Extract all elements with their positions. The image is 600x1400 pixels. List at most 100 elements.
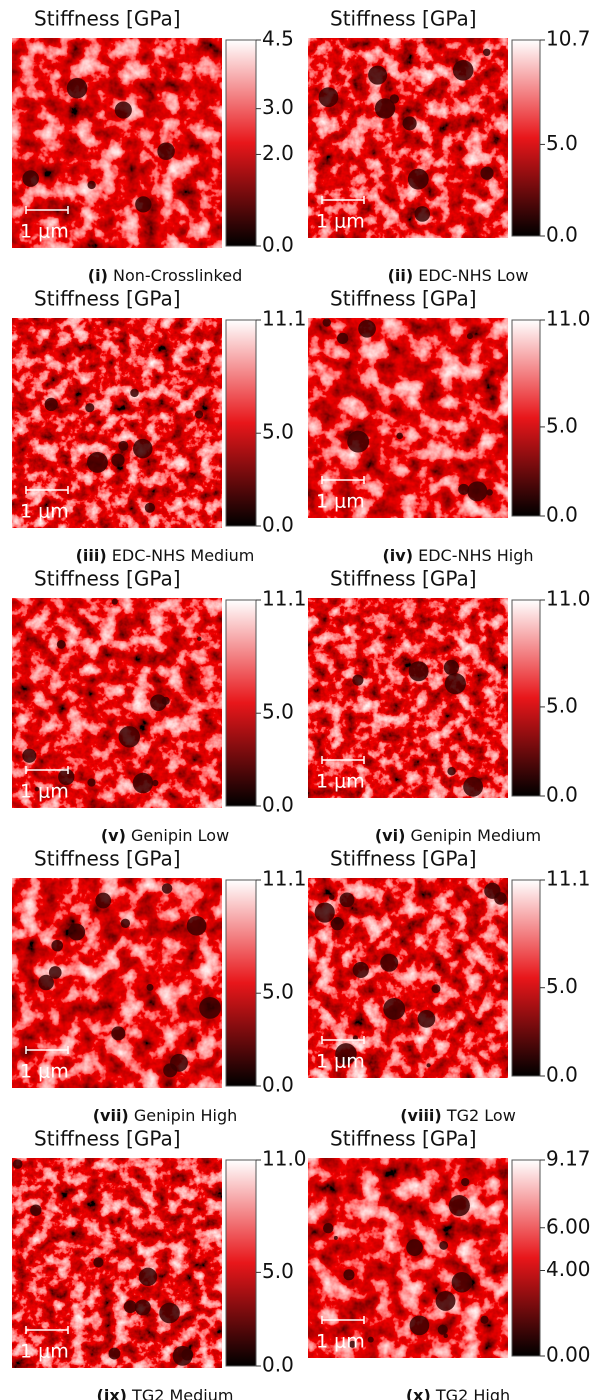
caption-name: EDC-NHS Low <box>418 266 528 285</box>
caption-numeral: (ii) <box>388 266 414 285</box>
caption-name: TG2 Medium <box>131 1386 233 1400</box>
colorbar-tick-label: 5.0 <box>262 420 294 444</box>
stiffness-map <box>308 38 508 238</box>
colorbar <box>225 879 257 1087</box>
panel-title: Stiffness [GPa] <box>34 287 181 311</box>
scale-bar <box>25 486 69 494</box>
scale-bar-label: 1 μm <box>316 1331 365 1353</box>
caption-numeral: (v) <box>101 826 126 845</box>
caption-name: TG2 High <box>435 1386 510 1400</box>
panel-title: Stiffness [GPa] <box>34 1127 181 1151</box>
colorbar <box>511 1159 541 1357</box>
scale-bar <box>25 1046 69 1054</box>
scale-bar <box>25 766 69 774</box>
scale-bar-label: 1 μm <box>316 211 365 233</box>
colorbar-tick-label: 11.1 <box>262 307 307 331</box>
colorbar-tick-label: 5.0 <box>546 974 578 998</box>
colorbar-tick-label: 11.1 <box>546 867 591 891</box>
scale-bar <box>321 756 365 764</box>
colorbar-tick-label: 5.0 <box>262 980 294 1004</box>
colorbar-tick-label: 11.0 <box>262 1147 307 1171</box>
caption: (vi) Genipin Medium <box>375 826 541 845</box>
colorbar-tick-label: 4.5 <box>262 27 294 51</box>
scale-bar-label: 1 μm <box>20 1061 69 1083</box>
stiffness-map <box>12 38 222 248</box>
colorbar-tick-label: 0.0 <box>262 1073 294 1097</box>
colorbar-tick-label: 11.0 <box>546 587 591 611</box>
colorbar-tick-label: 0.0 <box>262 233 294 257</box>
colorbar-tick-label: 0.0 <box>546 783 578 807</box>
colorbar <box>511 39 541 237</box>
scale-bar-label: 1 μm <box>316 491 365 513</box>
stiffness-map <box>12 1158 222 1368</box>
scale-bar-label: 1 μm <box>20 221 69 243</box>
caption-numeral: (ix) <box>97 1386 127 1400</box>
colorbar-tick-label: 0.0 <box>262 1353 294 1377</box>
caption: (x) TG2 High <box>406 1386 510 1400</box>
panel-title: Stiffness [GPa] <box>330 567 477 591</box>
caption: (ii) EDC-NHS Low <box>388 266 529 285</box>
stiffness-map <box>12 598 222 808</box>
caption-name: EDC-NHS Medium <box>112 546 255 565</box>
stiffness-map <box>12 318 222 528</box>
panel-title: Stiffness [GPa] <box>330 287 477 311</box>
colorbar <box>511 879 541 1077</box>
caption: (i) Non-Crosslinked <box>88 266 242 285</box>
scale-bar-label: 1 μm <box>316 1051 365 1073</box>
colorbar <box>225 599 257 807</box>
colorbar <box>225 319 257 527</box>
colorbar-tick-label: 11.1 <box>262 587 307 611</box>
caption-numeral: (viii) <box>400 1106 442 1125</box>
caption-name: TG2 Low <box>446 1106 516 1125</box>
caption: (iv) EDC-NHS High <box>382 546 533 565</box>
stiffness-map <box>308 598 508 798</box>
stiffness-map <box>308 878 508 1078</box>
caption-numeral: (vii) <box>93 1106 129 1125</box>
stiffness-map <box>308 318 508 518</box>
colorbar-tick-label: 5.0 <box>262 700 294 724</box>
colorbar-tick-label: 10.7 <box>546 27 591 51</box>
colorbar-tick-label: 0.00 <box>546 1343 591 1367</box>
colorbar-tick-label: 0.0 <box>546 1063 578 1087</box>
scale-bar <box>321 476 365 484</box>
colorbar-tick-label: 4.00 <box>546 1257 591 1281</box>
caption-name: Non-Crosslinked <box>113 266 242 285</box>
caption-name: Genipin High <box>134 1106 237 1125</box>
colorbar <box>225 39 257 247</box>
panel-title: Stiffness [GPa] <box>34 847 181 871</box>
caption: (iii) EDC-NHS Medium <box>76 546 255 565</box>
colorbar-tick-label: 9.17 <box>546 1147 591 1171</box>
caption-name: Genipin Medium <box>411 826 542 845</box>
colorbar-tick-label: 0.0 <box>262 793 294 817</box>
colorbar-tick-label: 3.0 <box>262 95 294 119</box>
caption: (viii) TG2 Low <box>400 1106 516 1125</box>
stiffness-map <box>308 1158 508 1358</box>
panel-title: Stiffness [GPa] <box>34 7 181 31</box>
colorbar-tick-label: 0.0 <box>262 513 294 537</box>
caption: (v) Genipin Low <box>101 826 229 845</box>
scale-bar-label: 1 μm <box>20 501 69 523</box>
colorbar-tick-label: 11.1 <box>262 867 307 891</box>
caption-name: Genipin Low <box>131 826 229 845</box>
scale-bar <box>25 1326 69 1334</box>
caption-numeral: (i) <box>88 266 108 285</box>
colorbar <box>511 599 541 797</box>
scale-bar <box>321 196 365 204</box>
colorbar-tick-label: 2.0 <box>262 141 294 165</box>
colorbar-tick-label: 5.0 <box>546 693 578 717</box>
caption-numeral: (x) <box>406 1386 431 1400</box>
colorbar-tick-label: 5.0 <box>262 1259 294 1283</box>
colorbar <box>225 1159 257 1367</box>
colorbar-tick-label: 6.00 <box>546 1214 591 1238</box>
scale-bar <box>321 1316 365 1324</box>
colorbar-tick-label: 5.0 <box>546 131 578 155</box>
colorbar-tick-label: 5.0 <box>546 413 578 437</box>
scale-bar <box>25 206 69 214</box>
colorbar-tick-label: 11.0 <box>546 307 591 331</box>
colorbar-tick-label: 0.0 <box>546 503 578 527</box>
panel-title: Stiffness [GPa] <box>330 847 477 871</box>
caption: (vii) Genipin High <box>93 1106 238 1125</box>
scale-bar <box>321 1036 365 1044</box>
panel-title: Stiffness [GPa] <box>330 7 477 31</box>
